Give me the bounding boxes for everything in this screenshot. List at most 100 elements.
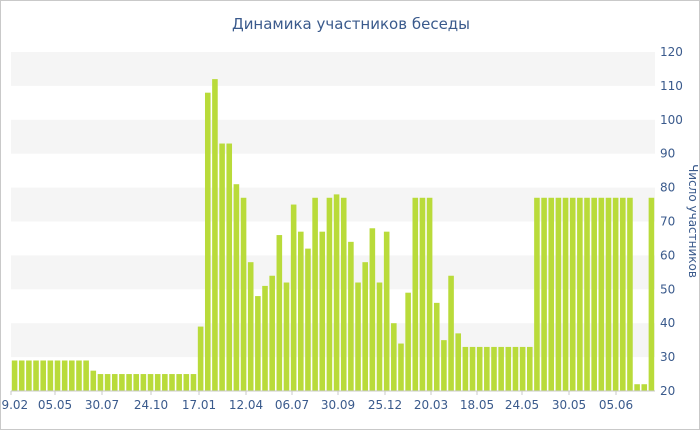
x-tick-label: 24.10	[134, 398, 168, 412]
bar	[126, 374, 132, 391]
bar	[26, 360, 32, 391]
bar	[176, 374, 182, 391]
bar	[541, 197, 547, 391]
bar	[197, 326, 204, 391]
bar	[648, 197, 655, 391]
bar	[47, 360, 54, 391]
bar	[154, 374, 161, 391]
bar	[212, 79, 218, 392]
bar	[319, 231, 326, 391]
bar	[269, 275, 275, 391]
y-tick-label: 110	[660, 79, 683, 93]
x-tick-label: 09.02	[1, 398, 28, 412]
y-tick-label: 30	[660, 350, 675, 364]
x-tick-label: 18.05	[460, 398, 494, 412]
bar	[391, 323, 397, 391]
bar	[290, 204, 297, 391]
y-tick-label: 60	[660, 248, 675, 262]
x-tick-label: 24.05	[505, 398, 539, 412]
y-tick-label: 90	[660, 147, 675, 161]
bar	[262, 285, 268, 391]
bar	[548, 197, 555, 391]
chart-title: Динамика участников беседы	[232, 15, 470, 33]
bar	[169, 374, 175, 391]
bar	[591, 197, 597, 391]
bar	[555, 197, 562, 391]
bar	[40, 360, 46, 391]
x-tick-label: 20.03	[414, 398, 448, 412]
bar	[634, 384, 640, 391]
bar	[204, 92, 211, 392]
x-tick-label: 30.05	[552, 398, 586, 412]
bar	[61, 360, 68, 391]
bar	[190, 374, 197, 391]
bar	[54, 360, 61, 391]
bar	[219, 143, 225, 391]
bar	[18, 360, 25, 391]
bar	[312, 197, 318, 391]
x-tick-label: 25.12	[368, 398, 402, 412]
bar	[577, 197, 583, 391]
bar	[226, 143, 233, 391]
bar	[498, 346, 504, 391]
bar	[340, 197, 347, 391]
x-tick-label: 12.04	[229, 398, 263, 412]
bar	[140, 374, 147, 391]
bar	[111, 374, 118, 391]
grid-band	[11, 255, 655, 290]
bar	[283, 282, 290, 391]
bar	[119, 374, 125, 391]
bar	[491, 346, 497, 391]
y-tick-label: 100	[660, 113, 683, 127]
bar	[462, 346, 469, 391]
bar	[97, 374, 104, 391]
grid-band	[11, 119, 655, 154]
bar	[484, 346, 490, 391]
bar	[562, 197, 569, 391]
bar	[534, 197, 540, 391]
bar	[612, 197, 619, 391]
bar	[512, 346, 519, 391]
grid-band	[11, 323, 655, 358]
bar	[605, 197, 612, 391]
bar	[69, 360, 75, 391]
y-tick-label: 70	[660, 215, 675, 229]
bar	[376, 282, 383, 391]
bar	[469, 346, 476, 391]
bar	[255, 296, 261, 391]
bar	[83, 360, 89, 391]
grid-band	[11, 187, 655, 222]
bar	[641, 384, 648, 391]
bar	[476, 346, 483, 391]
y-tick-label: 50	[660, 282, 675, 296]
bar	[276, 235, 283, 391]
bar	[240, 197, 247, 391]
bar	[526, 346, 533, 391]
bar	[441, 340, 447, 391]
bar	[362, 262, 368, 391]
bar	[133, 374, 140, 391]
bar	[620, 197, 626, 391]
bar	[369, 228, 376, 391]
bar	[569, 197, 576, 391]
y-tick-label: 120	[660, 45, 683, 59]
grid-band	[11, 52, 655, 86]
bar	[183, 374, 190, 391]
x-tick-label: 06.07	[275, 398, 309, 412]
bar	[398, 343, 404, 391]
bar	[405, 292, 411, 391]
x-tick-label: 05.06	[599, 398, 633, 412]
grid-bands	[11, 52, 655, 358]
x-axis-ticks: 09.02 05.05 30.07 24.10 17.01 12.04 06.07 30.09…	[1, 391, 633, 412]
y-tick-label: 20	[660, 384, 675, 398]
x-tick-label: 05.05	[38, 398, 72, 412]
y-tick-label: 40	[660, 316, 675, 330]
bar	[11, 360, 18, 391]
bar	[76, 360, 82, 391]
bar	[33, 360, 39, 391]
bar	[412, 197, 419, 391]
bar	[448, 275, 454, 391]
bar	[348, 241, 354, 391]
